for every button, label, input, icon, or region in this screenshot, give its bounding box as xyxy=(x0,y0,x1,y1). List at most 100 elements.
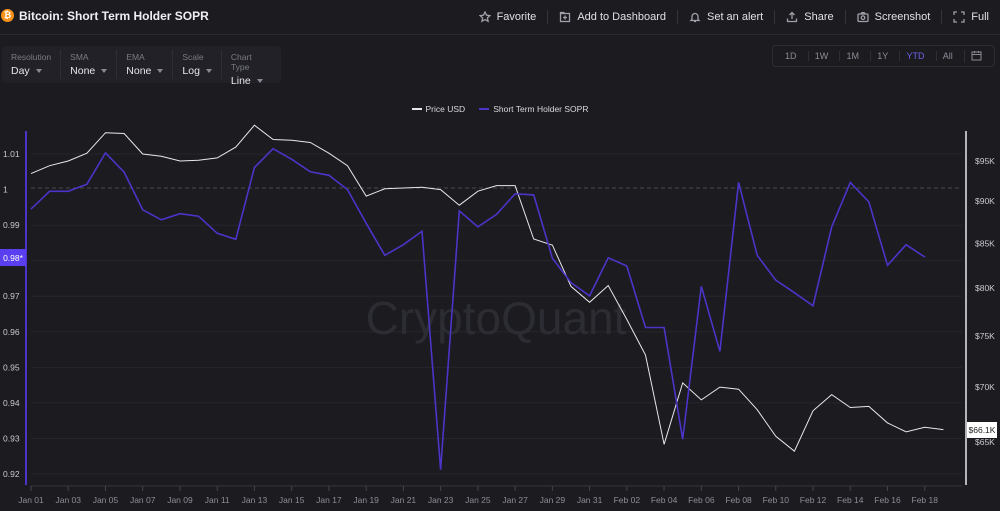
x-axis-tick-label: Jan 21 xyxy=(391,495,417,505)
x-axis-tick-label: Feb 12 xyxy=(800,495,827,505)
legend-label-sopr: Short Term Holder SOPR xyxy=(493,104,589,114)
add-to-dashboard-button[interactable]: Add to Dashboard xyxy=(547,10,677,24)
x-axis-tick-label: Jan 09 xyxy=(167,495,193,505)
fullscreen-label: Full xyxy=(971,11,989,23)
favorite-button[interactable]: Favorite xyxy=(468,10,548,24)
x-axis-tick-label: Jan 31 xyxy=(577,495,603,505)
price-tag-label: $66.1K xyxy=(969,425,996,435)
scale-select[interactable]: Scale Log xyxy=(172,50,221,79)
sma-value: None xyxy=(70,65,96,77)
chart-type-select[interactable]: Chart Type Line xyxy=(220,50,281,87)
x-axis-tick-label: Feb 10 xyxy=(763,495,790,505)
left-axis-badge xyxy=(0,249,26,266)
fullscreen-button[interactable]: Full xyxy=(941,10,1000,24)
star-icon xyxy=(478,11,491,23)
legend-item-price[interactable]: Price USD xyxy=(411,104,466,114)
price-tag xyxy=(967,422,997,438)
left-axis-ticks: 1.01 1 0.99 0.97 0.96 0.95 0.94 0.93 0.92 xyxy=(3,149,20,479)
add-to-dashboard-icon xyxy=(560,11,571,23)
left-axis-tick-label: 0.99 xyxy=(3,220,20,230)
chart-type-value: Line xyxy=(230,75,251,87)
x-axis-tick-label: Jan 03 xyxy=(55,495,81,505)
caret-down-icon xyxy=(35,69,42,73)
price-swatch xyxy=(411,108,422,110)
chart-legend: Price USD Short Term Holder SOPR xyxy=(0,104,1000,114)
x-axis-tick-label: Jan 01 xyxy=(18,495,44,505)
header: ₿ Bitcoin: Short Term Holder SOPR Favori… xyxy=(0,0,1000,35)
ema-select[interactable]: EMA None xyxy=(116,50,172,79)
share-label: Share xyxy=(804,11,834,23)
x-axis-tick-label: Feb 02 xyxy=(614,495,641,505)
watermark: CryptoQuant xyxy=(366,292,627,344)
calendar-icon xyxy=(971,50,982,60)
x-axis-tick-label: Jan 13 xyxy=(242,495,268,505)
favorite-label: Favorite xyxy=(496,11,537,23)
screenshot-label: Screenshot xyxy=(874,11,931,23)
share-button[interactable]: Share xyxy=(774,10,844,24)
x-axis-tick-label: Feb 06 xyxy=(688,495,715,505)
chart-controls: Resolution Day SMA None EMA None Scale L… xyxy=(2,46,281,87)
left-axis-tick-label: 0.92 xyxy=(3,469,20,479)
left-axis-tick-label: 0.95 xyxy=(3,362,20,372)
range-1m[interactable]: 1M xyxy=(839,51,865,61)
bell-icon xyxy=(689,12,701,23)
set-alert-label: Set an alert xyxy=(706,11,764,23)
scale-value: Log xyxy=(182,65,200,77)
resolution-label: Resolution xyxy=(11,52,52,62)
right-axis-tick-label: $95K xyxy=(975,156,995,166)
page-title: Bitcoin: Short Term Holder SOPR xyxy=(19,9,209,23)
calendar-button[interactable] xyxy=(963,49,988,63)
x-axis-tick-label: Jan 23 xyxy=(428,495,454,505)
screenshot-button[interactable]: Screenshot xyxy=(844,10,942,24)
range-1w[interactable]: 1W xyxy=(807,51,835,61)
left-axis-tick-label: 1.01 xyxy=(3,149,20,159)
x-axis-tick-label: Jan 27 xyxy=(502,495,528,505)
caret-down-icon xyxy=(157,69,164,73)
range-all[interactable]: All xyxy=(935,51,959,61)
left-axis-badge-label: 0.98* xyxy=(3,253,24,263)
right-axis-tick-label: $65K xyxy=(975,437,995,447)
right-axis-tick-label: $90K xyxy=(975,196,995,206)
range-1y[interactable]: 1Y xyxy=(870,51,894,61)
x-axis-tick-label: Jan 29 xyxy=(540,495,566,505)
resolution-value: Day xyxy=(11,65,30,77)
share-icon xyxy=(787,11,798,23)
right-axis-tick-label: $85K xyxy=(975,238,995,248)
add-to-dashboard-label: Add to Dashboard xyxy=(577,11,666,23)
sma-select[interactable]: SMA None xyxy=(60,50,116,79)
sopr-swatch xyxy=(479,108,490,110)
x-axis-tick-label: Feb 04 xyxy=(651,495,678,505)
caret-down-icon xyxy=(205,69,212,73)
fullscreen-icon xyxy=(953,11,965,23)
x-axis-tick-label: Feb 08 xyxy=(725,495,752,505)
resolution-select[interactable]: Resolution Day xyxy=(2,50,60,79)
x-axis-tick-label: Jan 15 xyxy=(279,495,305,505)
sopr-line xyxy=(30,147,926,470)
x-axis-tick-label: Jan 05 xyxy=(93,495,119,505)
legend-label-price: Price USD xyxy=(425,104,466,114)
caret-down-icon xyxy=(256,79,263,83)
legend-item-sopr[interactable]: Short Term Holder SOPR xyxy=(479,104,588,114)
x-axis-tick-label: Jan 07 xyxy=(130,495,156,505)
ema-label: EMA xyxy=(126,52,145,62)
chart-type-label: Chart Type xyxy=(230,52,252,72)
x-axis-tick-label: Jan 17 xyxy=(316,495,342,505)
x-axis-tick-label: Feb 14 xyxy=(837,495,864,505)
range-ytd[interactable]: YTD xyxy=(899,51,930,61)
left-axis-tick-label: 0.94 xyxy=(3,398,20,408)
set-alert-button[interactable]: Set an alert xyxy=(676,10,774,24)
price-usd-line xyxy=(30,124,944,452)
ema-value: None xyxy=(126,65,152,77)
left-axis-tick-label: 0.96 xyxy=(3,327,20,337)
scale-label: Scale xyxy=(182,52,204,62)
time-range-selector: 1D 1W 1M 1Y YTD All xyxy=(772,45,995,67)
left-axis-tick-label: 0.97 xyxy=(3,291,20,301)
right-axis-ticks: $95K $90K $85K $80K $75K $70K $65K xyxy=(975,156,995,447)
x-axis-tick-label: Feb 18 xyxy=(912,495,939,505)
right-axis-tick-label: $75K xyxy=(975,331,995,341)
camera-icon xyxy=(856,12,869,23)
x-axis-tick-label: Jan 19 xyxy=(353,495,379,505)
range-1d[interactable]: 1D xyxy=(785,51,797,61)
x-axis-tick-label: Feb 16 xyxy=(874,495,901,505)
